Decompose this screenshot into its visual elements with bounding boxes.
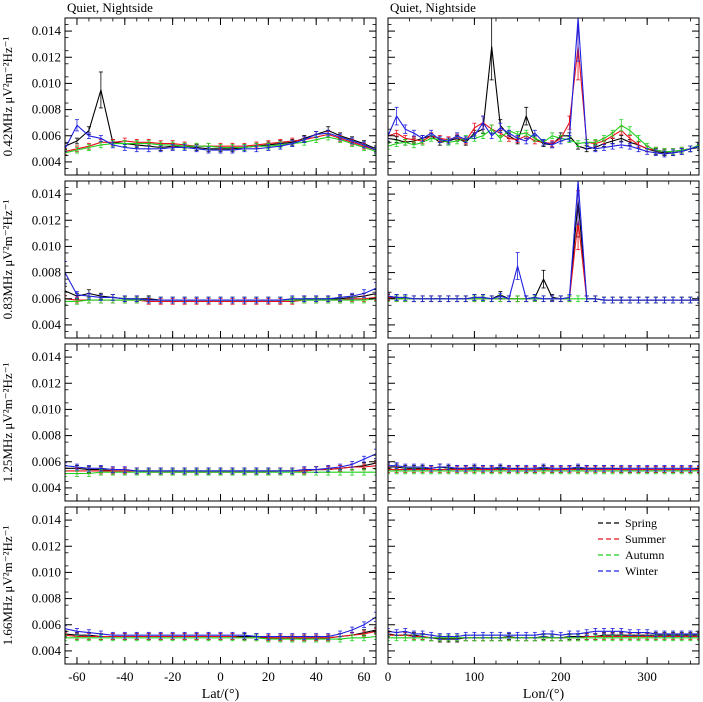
x-tick-label: 20 [262,669,275,684]
x-tick-label: 40 [310,669,323,684]
y-tick-label: 0.004 [32,480,62,495]
legend-label-spring: Spring [625,516,657,530]
series-winter [65,611,376,640]
y-tick-label: 0.012 [32,538,61,553]
series-winter [388,18,699,158]
series-winter [65,448,376,475]
y-tick-label: 0.012 [32,49,61,64]
series-summer [388,18,699,155]
y-tick-label: 0.014 [32,512,62,527]
panel-0.83MHz-col0: 0.004 0.006 0.008 0.010 0.012 0.014 [32,180,377,339]
legend-label-autumn: Autumn [625,548,664,562]
row-label-0.42MHz: 0.42MHz μV²m⁻²Hz⁻¹ [0,37,15,157]
x-tick-label: 60 [358,669,371,684]
series-line-winter [65,453,376,472]
series-line-winter [65,616,376,638]
y-tick-label: 0.004 [32,643,62,658]
legend-label-summer: Summer [625,532,666,546]
series-line-winter [65,272,376,301]
y-tick-label: 0.014 [32,23,62,38]
y-tick-label: 0.008 [32,102,61,117]
x-tick-label: 300 [637,669,657,684]
series-line-autumn [388,124,699,153]
series-winter [65,261,376,304]
x-axis-label-col1: Lon/(°) [523,687,565,702]
y-tick-label: 0.014 [32,349,62,364]
legend: Spring Summer Autumn Winter [598,516,666,578]
panel-0.42MHz-col1 [387,17,700,176]
y-tick-label: 0.012 [32,375,61,390]
y-tick-label: 0.008 [32,265,61,280]
y-tick-label: 0.012 [32,212,61,227]
x-tick-label: -20 [164,669,181,684]
panel-1.66MHz-col1: 0 100 200 300 [385,506,700,684]
x-tick-label: -40 [116,669,133,684]
y-tick-label: 0.004 [32,154,62,169]
y-tick-label: 0.008 [32,428,61,443]
y-tick-label: 0.010 [32,401,61,416]
row-label-0.83MHz: 0.83MHz μV²m⁻²Hz⁻¹ [0,200,15,320]
column-title-0: Quiet, Nightside [67,0,153,15]
y-tick-label: 0.006 [32,617,62,632]
legend-label-winter: Winter [625,564,658,578]
series-line-winter [388,181,699,301]
x-axis-label-col0: Lat/(°) [202,687,240,702]
series-line-winter [388,630,699,638]
x-tick-label: 0 [385,669,392,684]
panel-1.25MHz-col1 [387,343,700,502]
panel-1.66MHz-col0: 0.004 0.006 0.008 0.010 0.012 0.014 -60 -40 -20 0… [32,506,377,684]
series-winter [388,181,699,304]
column-title-1: Quiet, Nightside [390,0,476,15]
y-tick-label: 0.006 [32,454,62,469]
series-spring [388,181,699,304]
y-tick-label: 0.006 [32,128,62,143]
series-line-winter [65,124,376,151]
series-spring [65,71,376,153]
x-tick-label: -60 [68,669,85,684]
series-line-winter [388,465,699,469]
series-line-winter [388,18,699,155]
series-winter [65,119,376,154]
panel-frame [387,17,700,176]
panel-1.25MHz-col0: 0.004 0.006 0.008 0.010 0.012 0.014 [32,343,377,502]
panel-frame [387,506,700,665]
y-tick-label: 0.010 [32,75,61,90]
y-tick-label: 0.008 [32,591,61,606]
row-label-1.66MHz: 1.66MHz μV²m⁻²Hz⁻¹ [0,526,15,646]
x-tick-label: 100 [465,669,485,684]
x-tick-label: 0 [217,669,224,684]
y-tick-label: 0.010 [32,564,61,579]
panel-0.83MHz-col1 [387,180,700,339]
panel-0.42MHz-col0: 0.004 0.006 0.008 0.010 0.012 0.014 [32,17,377,176]
y-tick-label: 0.004 [32,317,62,332]
row-label-1.25MHz: 1.25MHz μV²m⁻²Hz⁻¹ [0,363,15,483]
panel-frame [64,180,377,339]
series-winter [388,462,699,472]
series-winter [388,628,699,640]
y-tick-label: 0.014 [32,186,62,201]
x-tick-label: 200 [551,669,571,684]
y-tick-label: 0.010 [32,238,61,253]
panel-frame [387,343,700,502]
y-tick-label: 0.006 [32,291,62,306]
panel-frame [64,343,377,502]
panel-frame [387,180,700,339]
